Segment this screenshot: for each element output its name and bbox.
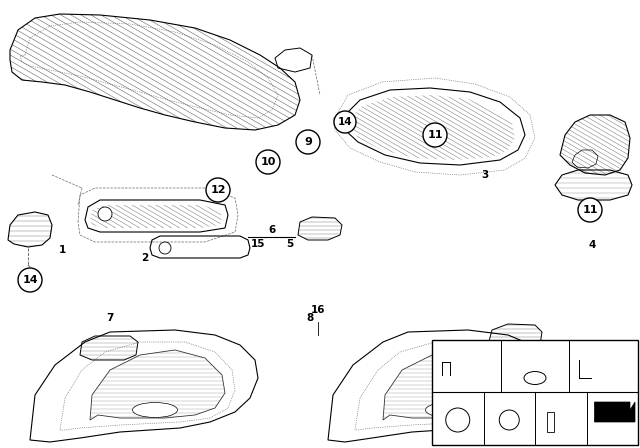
Text: 11: 11 bbox=[582, 205, 598, 215]
Text: 4: 4 bbox=[588, 240, 596, 250]
Circle shape bbox=[578, 198, 602, 222]
Text: 9: 9 bbox=[539, 392, 545, 401]
Circle shape bbox=[98, 207, 112, 221]
Text: 14: 14 bbox=[338, 117, 352, 127]
Text: 5: 5 bbox=[286, 239, 294, 249]
Text: 12: 12 bbox=[574, 344, 587, 353]
Circle shape bbox=[445, 408, 470, 432]
Ellipse shape bbox=[524, 371, 546, 384]
Circle shape bbox=[18, 268, 42, 292]
Circle shape bbox=[256, 150, 280, 174]
Text: 15: 15 bbox=[251, 239, 265, 249]
Text: 7: 7 bbox=[106, 313, 114, 323]
Text: 6: 6 bbox=[268, 225, 276, 235]
Ellipse shape bbox=[132, 402, 177, 418]
Text: 11: 11 bbox=[428, 130, 443, 140]
Text: 12: 12 bbox=[211, 185, 226, 195]
Text: 3: 3 bbox=[481, 170, 488, 180]
Circle shape bbox=[334, 111, 356, 133]
Text: 10: 10 bbox=[260, 157, 276, 167]
Bar bbox=[547, 412, 554, 432]
Text: 8: 8 bbox=[307, 313, 314, 323]
Circle shape bbox=[206, 178, 230, 202]
Circle shape bbox=[296, 130, 320, 154]
Text: 1: 1 bbox=[58, 245, 66, 255]
Text: 14: 14 bbox=[440, 344, 452, 353]
Circle shape bbox=[159, 242, 171, 254]
Circle shape bbox=[423, 123, 447, 147]
Text: 10: 10 bbox=[488, 392, 500, 401]
Text: 00199535: 00199535 bbox=[586, 433, 628, 442]
Text: 11: 11 bbox=[436, 392, 449, 401]
Ellipse shape bbox=[426, 402, 470, 418]
Bar bbox=[432, 340, 638, 445]
Text: 2: 2 bbox=[141, 253, 148, 263]
Circle shape bbox=[499, 410, 519, 430]
Text: 13: 13 bbox=[506, 344, 518, 353]
Text: 16: 16 bbox=[311, 305, 325, 315]
Polygon shape bbox=[595, 402, 635, 422]
Text: 9: 9 bbox=[304, 137, 312, 147]
Text: 14: 14 bbox=[22, 275, 38, 285]
